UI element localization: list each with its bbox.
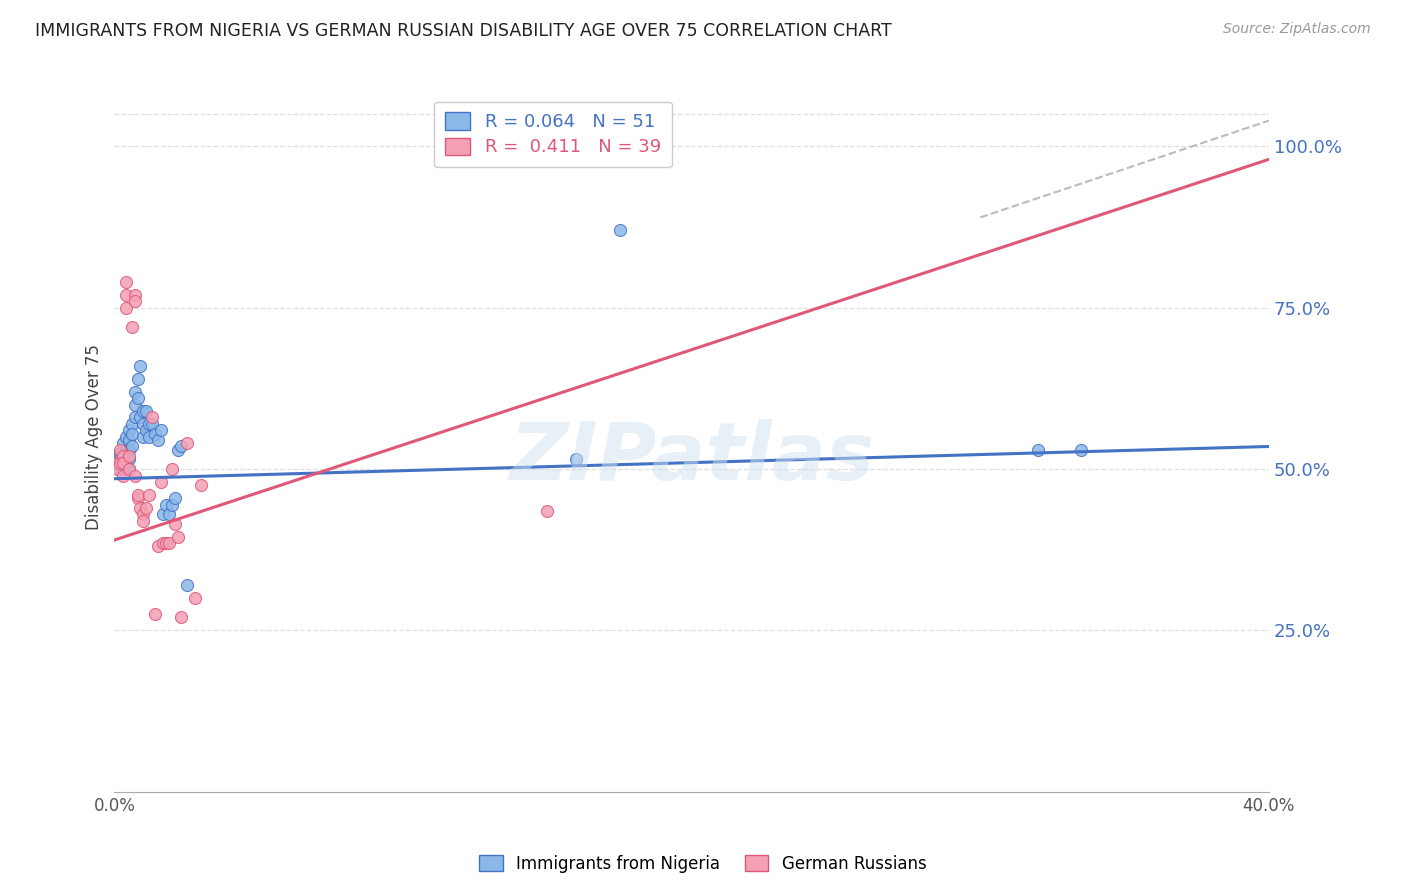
Point — [129, 410, 152, 425]
Point — [105, 456, 128, 470]
Point — [141, 417, 163, 431]
Point — [108, 462, 131, 476]
Point — [190, 478, 212, 492]
Point — [115, 301, 138, 315]
Point — [176, 578, 198, 592]
Point — [167, 442, 190, 457]
Point — [609, 223, 631, 237]
Legend: R = 0.064   N = 51, R =  0.411   N = 39: R = 0.064 N = 51, R = 0.411 N = 39 — [434, 102, 672, 167]
Point — [152, 536, 174, 550]
Point — [160, 462, 183, 476]
Point — [112, 456, 135, 470]
Point — [1026, 442, 1049, 457]
Point — [115, 275, 138, 289]
Point — [129, 500, 152, 515]
Point — [121, 320, 143, 334]
Point — [132, 507, 155, 521]
Point — [536, 504, 558, 518]
Text: ZIPatlas: ZIPatlas — [509, 419, 875, 497]
Point — [138, 417, 160, 431]
Point — [105, 452, 128, 467]
Point — [152, 507, 174, 521]
Point — [127, 372, 149, 386]
Point — [127, 391, 149, 405]
Point — [141, 410, 163, 425]
Point — [115, 442, 138, 457]
Point — [121, 426, 143, 441]
Point — [155, 536, 177, 550]
Point — [121, 440, 143, 454]
Point — [163, 491, 186, 505]
Point — [124, 384, 146, 399]
Point — [143, 426, 166, 441]
Point — [108, 442, 131, 457]
Point — [138, 488, 160, 502]
Point — [108, 452, 131, 467]
Point — [118, 462, 141, 476]
Point — [176, 436, 198, 450]
Point — [149, 423, 172, 437]
Point — [149, 475, 172, 489]
Point — [105, 462, 128, 476]
Point — [132, 514, 155, 528]
Point — [127, 488, 149, 502]
Point — [170, 610, 193, 624]
Point — [135, 423, 157, 437]
Point — [155, 498, 177, 512]
Text: Source: ZipAtlas.com: Source: ZipAtlas.com — [1223, 22, 1371, 37]
Y-axis label: Disability Age Over 75: Disability Age Over 75 — [86, 343, 103, 530]
Legend: Immigrants from Nigeria, German Russians: Immigrants from Nigeria, German Russians — [472, 848, 934, 880]
Point — [118, 433, 141, 447]
Point — [138, 430, 160, 444]
Point — [124, 294, 146, 309]
Point — [135, 500, 157, 515]
Point — [118, 442, 141, 457]
Point — [112, 456, 135, 470]
Point — [124, 288, 146, 302]
Point — [115, 288, 138, 302]
Point — [118, 462, 141, 476]
Point — [118, 449, 141, 463]
Text: IMMIGRANTS FROM NIGERIA VS GERMAN RUSSIAN DISABILITY AGE OVER 75 CORRELATION CHA: IMMIGRANTS FROM NIGERIA VS GERMAN RUSSIA… — [35, 22, 891, 40]
Point — [146, 540, 169, 554]
Point — [118, 452, 141, 467]
Point — [124, 468, 146, 483]
Point — [118, 423, 141, 437]
Point — [167, 530, 190, 544]
Point — [170, 440, 193, 454]
Point — [108, 446, 131, 460]
Point — [129, 359, 152, 373]
Point — [124, 398, 146, 412]
Point — [121, 417, 143, 431]
Point — [132, 417, 155, 431]
Point — [157, 536, 180, 550]
Point — [132, 404, 155, 418]
Point — [157, 507, 180, 521]
Point — [132, 430, 155, 444]
Point — [112, 468, 135, 483]
Point — [112, 449, 135, 463]
Point — [115, 430, 138, 444]
Point — [115, 456, 138, 470]
Point — [127, 491, 149, 505]
Point — [112, 462, 135, 476]
Point — [135, 404, 157, 418]
Point — [112, 449, 135, 463]
Point — [184, 591, 207, 606]
Point — [160, 498, 183, 512]
Point — [105, 449, 128, 463]
Point — [112, 436, 135, 450]
Point — [108, 456, 131, 470]
Point — [1070, 442, 1092, 457]
Point — [146, 433, 169, 447]
Point — [105, 456, 128, 470]
Point — [124, 410, 146, 425]
Point — [565, 452, 588, 467]
Point — [163, 516, 186, 531]
Point — [143, 607, 166, 622]
